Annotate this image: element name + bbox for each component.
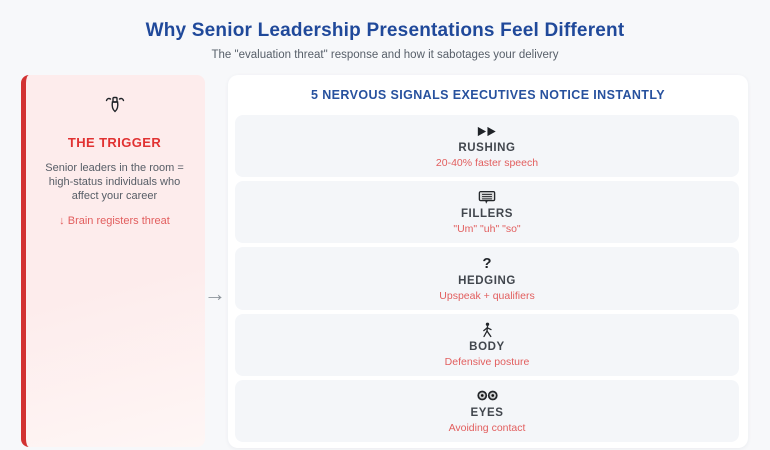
signal-label: RUSHING	[458, 142, 516, 155]
signals-heading: 5 NERVOUS SIGNALS EXECUTIVES NOTICE INST…	[311, 88, 665, 102]
slide-header: Why Senior Leadership Presentations Feel…	[0, 0, 770, 61]
signal-label: HEDGING	[458, 274, 516, 287]
signal-detail: 20-40% faster speech	[435, 157, 539, 170]
signal-detail: Defensive posture	[444, 355, 530, 368]
signal-row-rushing: RUSHING 20-40% faster speech	[235, 115, 739, 178]
signal-row-eyes: EYES Avoiding contact	[235, 379, 739, 443]
trigger-body-text: Senior leaders in the room = high-status…	[45, 162, 184, 203]
speech-bubble-icon	[478, 189, 496, 205]
signal-detail: Upspeak + qualifiers	[439, 289, 535, 302]
signal-detail: "Um" "uh" "so"	[453, 223, 521, 236]
person-icon	[481, 322, 494, 338]
signal-row-hedging: ? HEDGING Upspeak + qualifiers	[235, 247, 739, 310]
signal-detail: Avoiding contact	[448, 421, 526, 434]
signal-label: FILLERS	[460, 208, 514, 221]
fast-forward-icon	[476, 123, 498, 139]
threat-icon	[38, 93, 191, 119]
page-title: Why Senior Leadership Presentations Feel…	[145, 20, 625, 41]
signal-label: BODY	[469, 340, 505, 353]
signals-panel: 5 NERVOUS SIGNALS EXECUTIVES NOTICE INST…	[228, 75, 748, 448]
right-arrow-icon: →	[204, 281, 226, 306]
signals-list: RUSHING 20-40% faster speech FILLERS "Um…	[235, 115, 739, 443]
signal-label: EYES	[470, 406, 504, 419]
question-mark-icon: ?	[482, 255, 492, 272]
trigger-heading: THE TRIGGER	[67, 135, 162, 150]
page-subtitle: The "evaluation threat" response and how…	[211, 49, 559, 61]
signal-row-body: BODY Defensive posture	[235, 313, 739, 376]
trigger-threat-note: ↓ Brain registers threat	[59, 215, 170, 228]
trigger-card: THE TRIGGER Senior leaders in the room =…	[21, 75, 205, 447]
eyes-icon	[476, 388, 498, 404]
signal-row-fillers: FILLERS "Um" "uh" "so"	[235, 181, 739, 244]
